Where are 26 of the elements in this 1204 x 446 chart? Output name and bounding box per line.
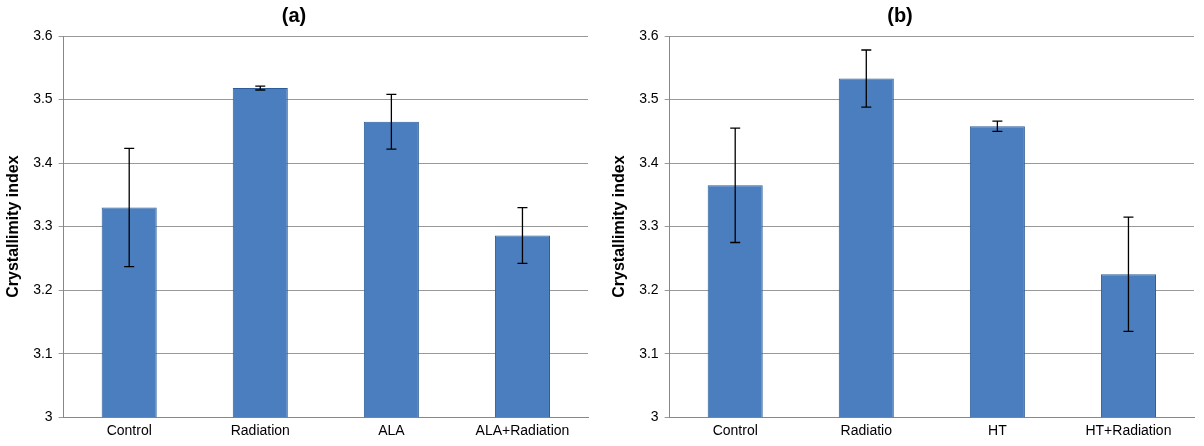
y-tick-label: 3.6 <box>639 26 659 43</box>
x-tick-label: Radiation <box>230 422 290 439</box>
y-tick-label: 3.2 <box>33 280 53 297</box>
y-tick-label: 3 <box>650 408 659 425</box>
y-tick-label: 3.3 <box>639 217 659 234</box>
x-tick-label: ALA+Radiation <box>475 422 570 439</box>
y-tick-label: 3.5 <box>639 90 659 107</box>
chart-title: (b) <box>887 3 913 26</box>
y-tick-label: 3.4 <box>33 153 53 170</box>
x-tick-label: Radiatio <box>840 422 893 439</box>
y-tick-label: 3.4 <box>639 153 659 170</box>
y-tick-label: 3.6 <box>33 26 53 43</box>
x-tick-label: HT <box>988 422 1008 439</box>
x-tick-label: HT+Radiation <box>1085 422 1172 439</box>
y-axis-title: Crystallimity index <box>610 155 628 298</box>
y-axis-title: Crystallimity index <box>4 155 22 298</box>
x-tick-label: Control <box>106 422 152 439</box>
y-tick-label: 3.2 <box>639 280 659 297</box>
y-tick-label: 3.1 <box>33 344 53 361</box>
chart-title: (a) <box>281 3 307 26</box>
y-tick-label: 3.5 <box>33 90 53 107</box>
x-tick-label: ALA <box>378 422 406 439</box>
y-tick-label: 3.3 <box>33 217 53 234</box>
x-tick-label: Control <box>712 422 758 439</box>
y-tick-label: 3.1 <box>639 344 659 361</box>
y-tick-label: 3 <box>44 408 53 425</box>
